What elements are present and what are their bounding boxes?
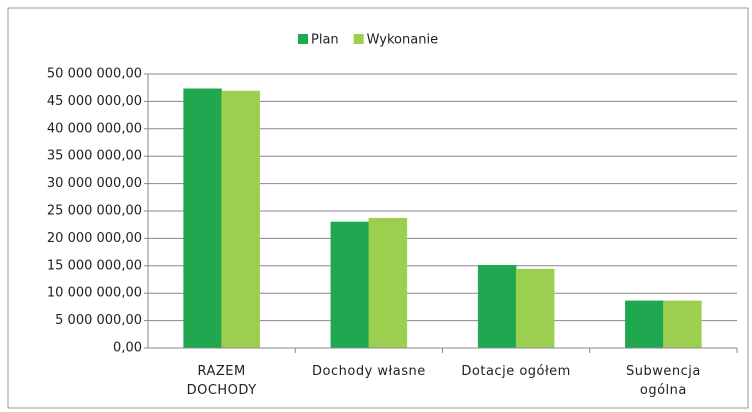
y-tick-label: 35 000 000,00 <box>47 149 142 164</box>
bar-sheen <box>330 221 369 348</box>
legend-label: Wykonanie <box>367 33 438 48</box>
bar-sheen <box>625 300 664 348</box>
y-tick-label: 15 000 000,00 <box>47 258 142 273</box>
y-tick-label: 25 000 000,00 <box>47 204 142 219</box>
bar-sheen <box>368 218 407 348</box>
bar-sheen <box>221 90 260 348</box>
x-tick-label: RAZEM DOCHODY <box>186 364 257 398</box>
bar-sheen <box>516 269 555 348</box>
y-tick-label: 50 000 000,00 <box>47 67 142 82</box>
y-tick-label: 45 000 000,00 <box>47 94 142 109</box>
legend-swatch <box>298 34 308 44</box>
y-tick-label: 30 000 000,00 <box>47 176 142 191</box>
bar-sheen <box>183 88 222 349</box>
y-tick-label: 40 000 000,00 <box>47 121 142 136</box>
x-tick-label: Dochody własne <box>312 364 426 379</box>
y-tick-label: 5 000 000,00 <box>55 313 142 328</box>
y-tick-label: 10 000 000,00 <box>47 286 142 301</box>
y-tick-label: 0,00 <box>113 341 142 356</box>
x-tick-label: Dotacje ogółem <box>461 364 571 379</box>
x-tick-label: Subwencja ogólna <box>625 364 701 398</box>
legend-label: Plan <box>311 33 339 48</box>
bar-sheen <box>663 300 702 348</box>
legend-swatch <box>353 34 364 44</box>
bar-sheen <box>478 265 517 348</box>
y-tick-label: 20 000 000,00 <box>47 231 142 246</box>
